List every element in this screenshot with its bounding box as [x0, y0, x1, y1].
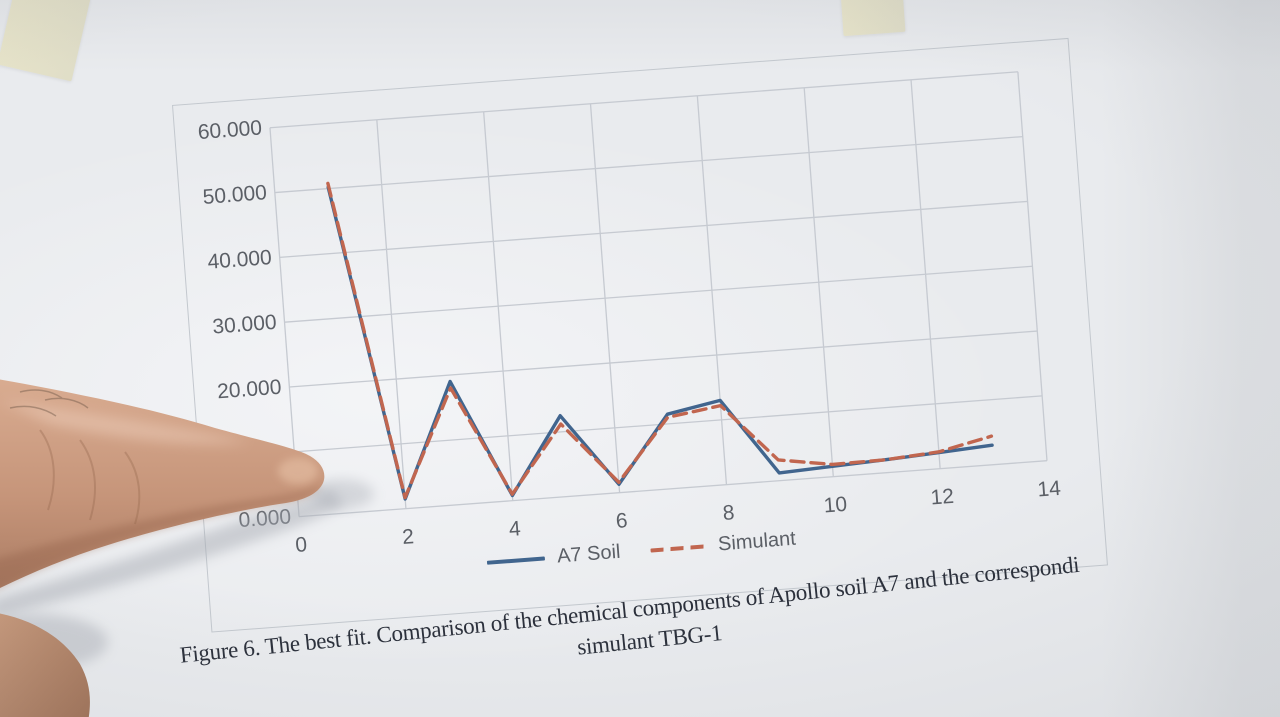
finger-wrinkles — [39, 429, 141, 525]
x-axis-tick-label: 4 — [508, 517, 522, 541]
gridline-x — [376, 119, 407, 509]
gridline-y — [269, 71, 1018, 129]
tape-top-right — [840, 0, 906, 37]
gridline-x — [910, 79, 941, 469]
series-line-simulant — [326, 181, 994, 500]
gridline-x — [1017, 71, 1048, 461]
gridline-y — [274, 135, 1023, 194]
gridline-x — [483, 111, 514, 501]
x-axis-tick-label: 2 — [401, 525, 415, 549]
tape-top-left — [0, 0, 91, 82]
gridline-y — [279, 200, 1028, 259]
series-line-a7-soil — [326, 185, 994, 501]
gridline-x — [696, 95, 728, 485]
x-axis-tick-label: 10 — [822, 492, 848, 518]
gridline-x — [589, 103, 621, 493]
gridline-y — [289, 330, 1038, 388]
gridline-x — [803, 87, 834, 477]
x-axis-tick-label: 0 — [294, 533, 308, 557]
a7-soil-line-swatch — [487, 555, 546, 565]
legend-label-a7-soil: A7 Soil — [556, 540, 622, 568]
gridline-y — [284, 265, 1033, 323]
x-axis-tick-label: 8 — [721, 501, 736, 526]
simulant-line-swatch — [650, 543, 707, 553]
x-axis-tick-label: 12 — [929, 484, 955, 510]
x-axis-tick-label: 6 — [615, 509, 629, 534]
finger-hairs — [9, 389, 89, 417]
gridline-y — [294, 395, 1043, 453]
x-axis-tick-label: 14 — [1036, 476, 1062, 502]
